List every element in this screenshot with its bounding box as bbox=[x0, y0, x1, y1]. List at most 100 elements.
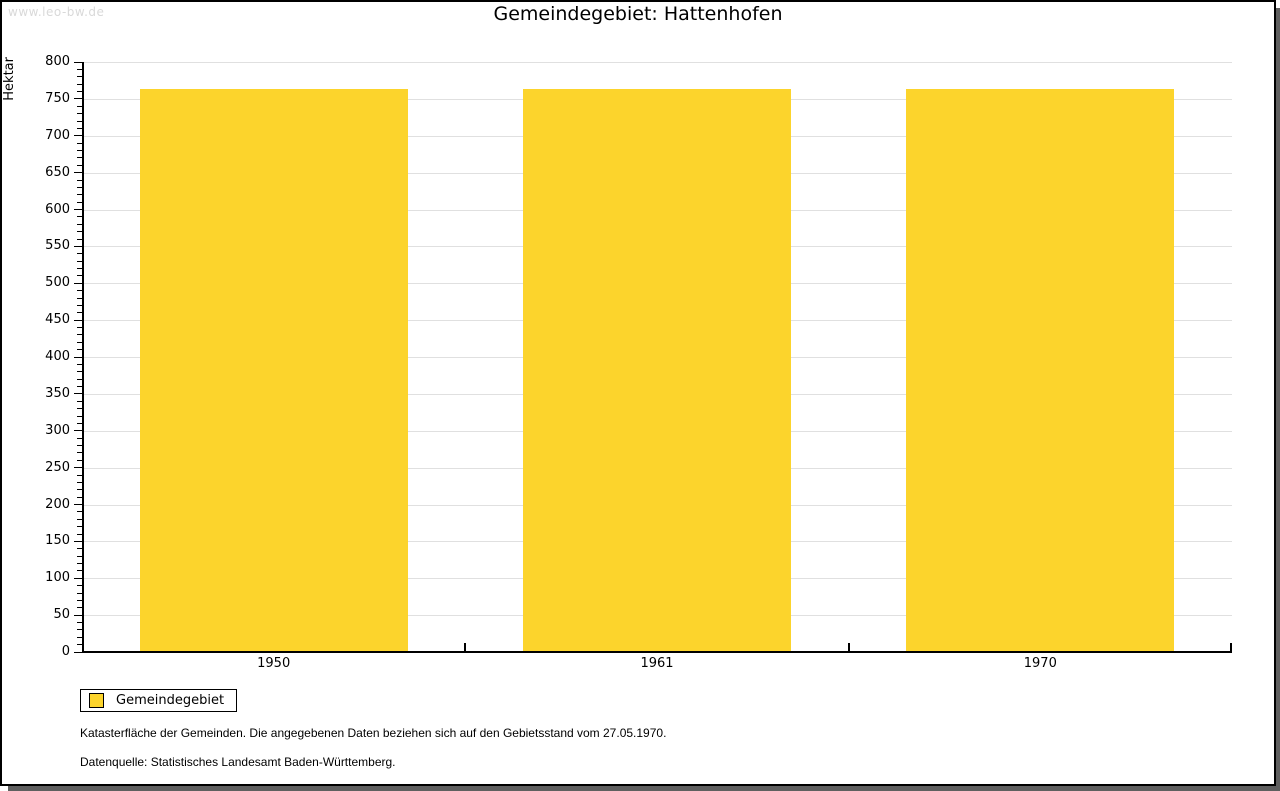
y-major-tick bbox=[74, 98, 82, 100]
y-tick-label: 550 bbox=[45, 238, 70, 254]
y-major-tick bbox=[74, 245, 82, 247]
y-major-tick bbox=[74, 430, 82, 432]
y-tick-label: 300 bbox=[45, 422, 70, 438]
y-minor-tick bbox=[77, 518, 82, 520]
y-tick-label: 800 bbox=[45, 54, 70, 69]
y-minor-tick bbox=[77, 91, 82, 92]
y-minor-tick bbox=[77, 386, 82, 387]
x-tick-label: 1950 bbox=[257, 656, 291, 671]
y-tick-label: 600 bbox=[45, 201, 70, 217]
y-tick-label: 0 bbox=[61, 644, 70, 659]
y-minor-tick bbox=[77, 644, 82, 646]
y-major-tick bbox=[74, 135, 82, 137]
y-minor-tick bbox=[77, 363, 82, 365]
y-minor-tick bbox=[77, 290, 82, 292]
y-minor-tick bbox=[77, 231, 82, 233]
y-minor-tick bbox=[77, 120, 82, 122]
y-minor-tick bbox=[77, 629, 82, 631]
y-major-tick bbox=[74, 651, 82, 653]
y-major-tick bbox=[74, 393, 82, 395]
y-major-tick bbox=[74, 356, 82, 358]
y-axis-line bbox=[82, 62, 84, 653]
y-minor-tick bbox=[77, 592, 82, 594]
y-minor-tick bbox=[77, 422, 82, 424]
y-minor-tick bbox=[77, 253, 82, 255]
x-tick bbox=[464, 643, 467, 652]
y-tick-label: 100 bbox=[45, 570, 70, 586]
y-minor-tick bbox=[77, 268, 82, 269]
y-minor-tick bbox=[77, 223, 82, 225]
y-minor-tick bbox=[77, 312, 82, 314]
y-minor-tick bbox=[77, 474, 82, 476]
y-minor-tick bbox=[77, 334, 82, 336]
y-minor-tick bbox=[77, 548, 82, 550]
x-tick-label: 1970 bbox=[1023, 656, 1057, 671]
bar bbox=[523, 89, 791, 652]
y-minor-tick bbox=[77, 400, 82, 402]
y-tick-label: 750 bbox=[45, 90, 70, 106]
y-minor-tick bbox=[77, 304, 82, 306]
x-axis-line bbox=[82, 651, 1232, 653]
y-minor-tick bbox=[77, 275, 82, 277]
y-minor-tick bbox=[77, 607, 82, 609]
y-minor-tick bbox=[77, 563, 82, 564]
y-tick-label: 200 bbox=[45, 496, 70, 512]
y-minor-tick bbox=[77, 186, 82, 188]
bar bbox=[906, 89, 1175, 652]
y-minor-tick bbox=[77, 238, 82, 240]
y-minor-tick bbox=[77, 378, 82, 380]
y-minor-tick bbox=[77, 489, 82, 491]
y-minor-tick bbox=[77, 142, 82, 144]
y-minor-tick bbox=[77, 526, 82, 528]
y-tick-label: 350 bbox=[45, 385, 70, 401]
y-tick-label: 150 bbox=[45, 533, 70, 549]
y-major-tick bbox=[74, 172, 82, 174]
y-minor-tick bbox=[77, 570, 82, 572]
y-minor-tick bbox=[77, 327, 82, 328]
y-minor-tick bbox=[77, 260, 82, 262]
y-minor-tick bbox=[77, 194, 82, 196]
y-minor-tick bbox=[77, 622, 82, 623]
y-tick-label: 400 bbox=[45, 349, 70, 364]
y-minor-tick bbox=[77, 459, 82, 461]
bar bbox=[139, 89, 408, 652]
y-minor-tick bbox=[77, 127, 82, 129]
y-minor-tick bbox=[77, 555, 82, 557]
legend-swatch bbox=[89, 693, 104, 708]
footnote-line-2: Datenquelle: Statistisches Landesamt Bad… bbox=[80, 755, 396, 769]
y-minor-tick bbox=[77, 636, 82, 638]
y-minor-tick bbox=[77, 437, 82, 439]
x-tick-label: 1961 bbox=[640, 656, 674, 671]
gridline bbox=[84, 62, 1232, 63]
y-tick-label: 500 bbox=[45, 275, 70, 291]
y-major-tick bbox=[74, 61, 82, 63]
y-tick-label: 250 bbox=[45, 459, 70, 475]
y-minor-tick bbox=[77, 408, 82, 410]
y-minor-tick bbox=[77, 68, 82, 70]
y-major-tick bbox=[74, 319, 82, 321]
y-minor-tick bbox=[77, 496, 82, 498]
y-tick-label: 700 bbox=[45, 127, 70, 143]
y-minor-tick bbox=[77, 83, 82, 85]
y-major-tick bbox=[74, 282, 82, 284]
y-minor-tick bbox=[77, 113, 82, 115]
y-minor-tick bbox=[77, 349, 82, 351]
y-minor-tick bbox=[77, 445, 82, 446]
y-minor-tick bbox=[77, 105, 82, 107]
y-major-tick bbox=[74, 540, 82, 542]
footnote-line-1: Katasterfläche der Gemeinden. Die angege… bbox=[80, 726, 667, 740]
chart-title: Gemeindegebiet: Hattenhofen bbox=[493, 3, 783, 25]
y-tick-label: 650 bbox=[45, 164, 70, 180]
y-minor-tick bbox=[77, 481, 82, 483]
y-major-tick bbox=[74, 209, 82, 210]
y-minor-tick bbox=[77, 157, 82, 159]
y-minor-tick bbox=[77, 599, 82, 601]
y-minor-tick bbox=[77, 341, 82, 343]
y-minor-tick bbox=[77, 585, 82, 587]
y-major-tick bbox=[74, 467, 82, 469]
y-tick-label: 50 bbox=[53, 607, 70, 623]
y-minor-tick bbox=[77, 164, 82, 166]
y-major-tick bbox=[74, 504, 82, 505]
